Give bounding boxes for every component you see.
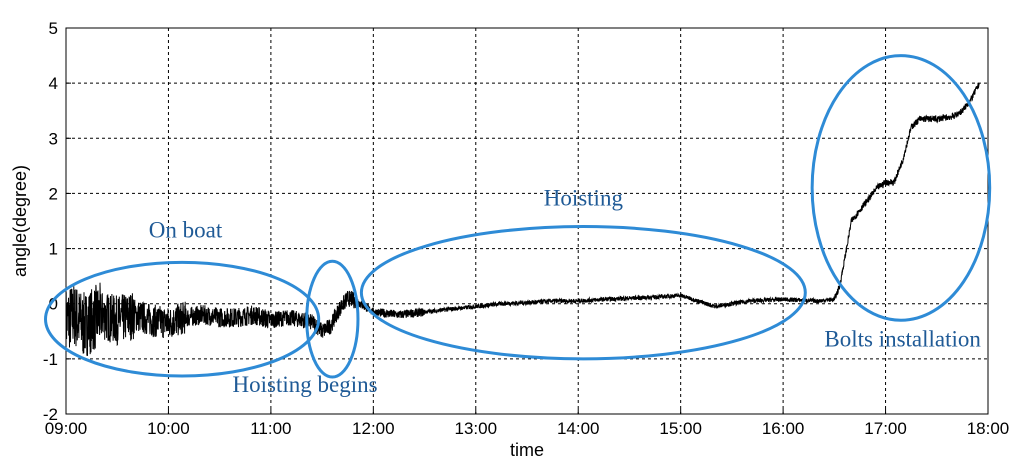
- annotation-label: Hoisting begins: [233, 372, 378, 397]
- y-tick-label: 2: [49, 184, 58, 203]
- x-tick-label: 10:00: [147, 419, 190, 438]
- annotation-ellipse: [810, 54, 992, 322]
- y-tick-label: -2: [43, 405, 58, 424]
- series-line: [65, 82, 980, 356]
- x-tick-label: 16:00: [762, 419, 805, 438]
- annotation-ellipse: [359, 225, 807, 361]
- annotation-label: On boat: [149, 218, 223, 243]
- y-axis-ticks: -2 -1 0 1 2 3 4 5: [43, 19, 71, 424]
- grid: [66, 28, 988, 414]
- y-tick-label: 4: [49, 74, 58, 93]
- y-tick-label: 0: [49, 295, 58, 314]
- x-tick-label: 12:00: [352, 419, 395, 438]
- y-tick-label: 3: [49, 129, 58, 148]
- x-tick-label: 13:00: [455, 419, 498, 438]
- annotation-label: Hoisting: [544, 186, 624, 211]
- x-tick-label: 17:00: [864, 419, 907, 438]
- x-tick-label: 14:00: [557, 419, 600, 438]
- annotation-ellipse: [305, 259, 360, 379]
- x-tick-label: 15:00: [659, 419, 702, 438]
- x-axis-title: time: [510, 440, 544, 460]
- y-axis-title: angle(degree): [10, 165, 30, 277]
- y-tick-label: -1: [43, 350, 58, 369]
- series-layer: [65, 82, 980, 356]
- y-tick-label: 5: [49, 19, 58, 38]
- annotation-ellipse: [44, 260, 321, 378]
- annotations-layer: On boat Hoisting begins Hoisting Bolts inst…: [44, 54, 992, 397]
- x-tick-label: 09:00: [45, 419, 88, 438]
- x-tick-label: 18:00: [967, 419, 1010, 438]
- x-axis-ticks: 09:00 10:00 11:00 12:00 13:00 14:00 15:00 16:00…: [45, 409, 1010, 438]
- x-tick-label: 11:00: [250, 419, 291, 438]
- annotation-label: Bolts installation: [824, 327, 981, 352]
- y-tick-label: 1: [49, 240, 58, 259]
